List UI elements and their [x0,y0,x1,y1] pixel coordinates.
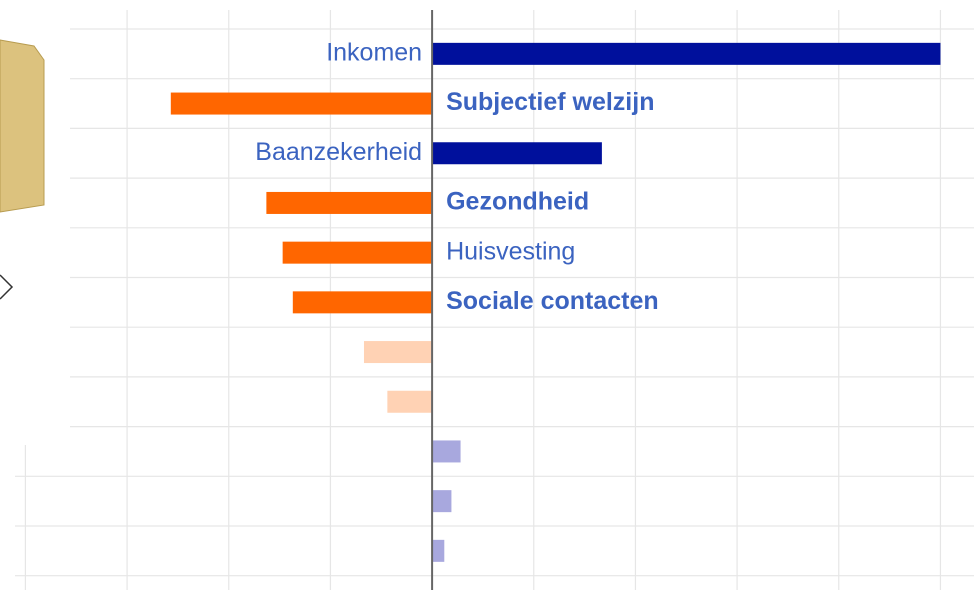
bar-label: Inkomen [326,38,422,66]
bar [432,539,445,562]
bar-label: Subjectief welzijn [446,88,654,116]
bar [432,142,602,165]
bar [432,42,941,65]
bar [292,291,433,314]
bar-label: Gezondheid [446,188,589,216]
decor-box [0,39,45,213]
bar-label: Huisvesting [446,237,575,265]
bar [170,92,433,115]
bars: Inkomen Subjectief welzijn Baanzekerheid Ge… [170,38,941,562]
bar [432,490,452,513]
bar-label: Baanzekerheid [255,138,422,166]
bar [266,191,433,214]
decor-chevron [0,274,14,300]
grid [15,10,974,590]
bar [282,241,433,264]
bar-label: Sociale contacten [446,287,659,315]
bar [432,440,461,463]
bar [387,390,433,413]
bar [363,341,433,364]
